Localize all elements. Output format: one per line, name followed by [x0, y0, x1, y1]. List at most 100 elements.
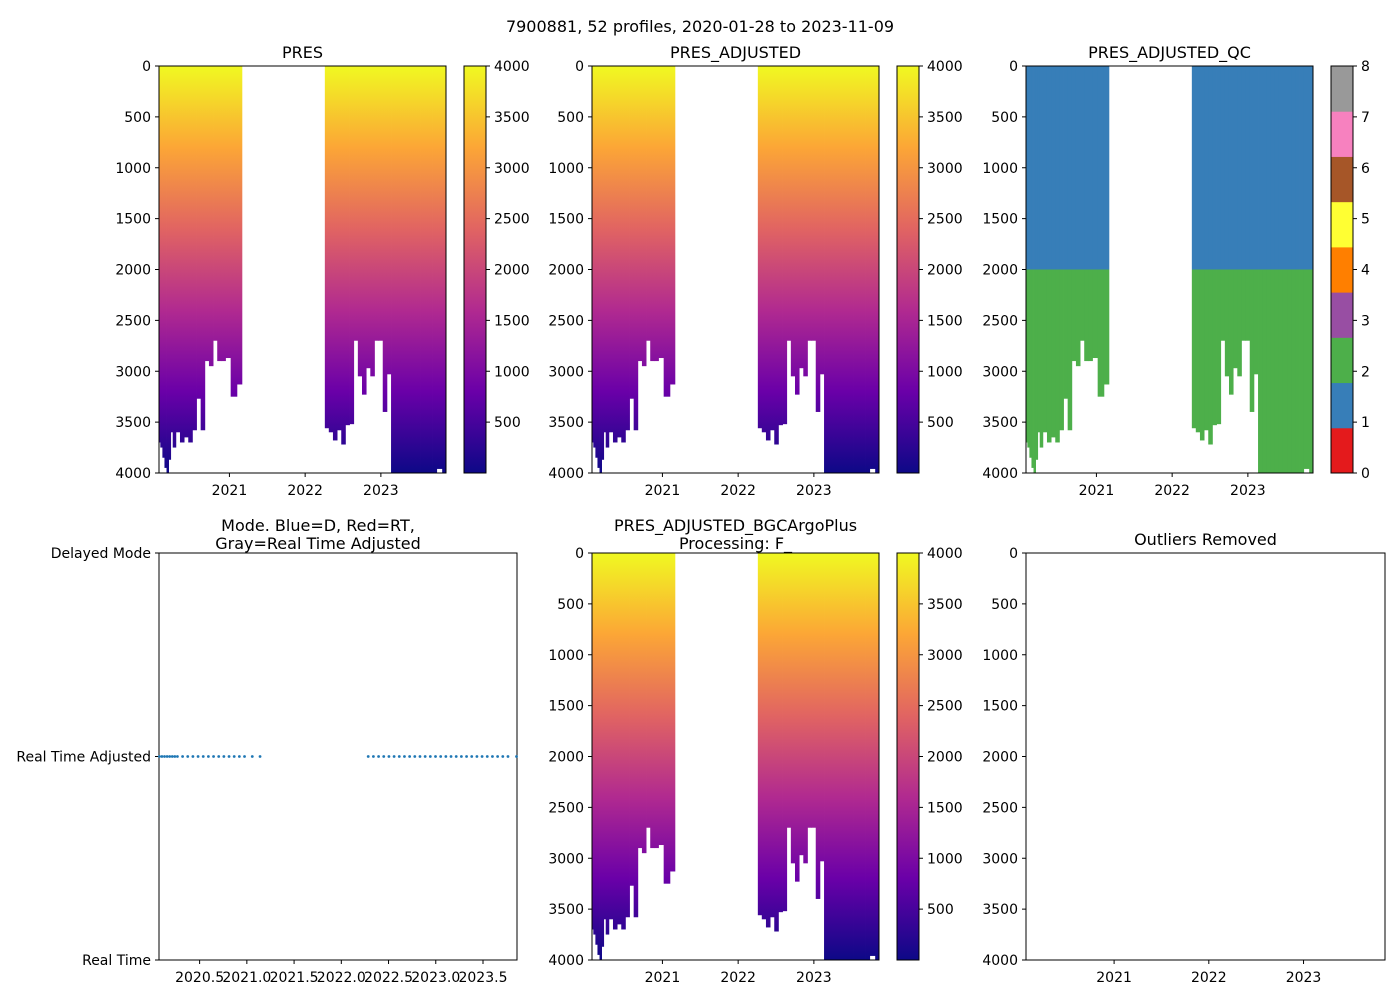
profile-column: [848, 66, 854, 473]
profile-column: [432, 66, 438, 473]
profile-column: [836, 66, 842, 473]
profile-column: [832, 553, 837, 960]
y-tick-label: 3000: [115, 364, 151, 380]
profile-qc-column: [1097, 66, 1105, 270]
profile-column: [345, 66, 350, 426]
profile-column: [597, 66, 600, 468]
profile-column: [625, 66, 630, 431]
mode-point: [485, 755, 489, 758]
profile-column: [778, 66, 783, 426]
profile-column: [332, 66, 338, 441]
profile-qc-column: [1037, 269, 1041, 433]
profile-column: [654, 553, 659, 849]
mode-point: [480, 755, 484, 758]
profile-qc-column: [1228, 269, 1234, 395]
profile-qc-column: [1309, 66, 1314, 270]
profile-qc-column: [1092, 269, 1099, 359]
profile-column: [353, 66, 359, 341]
profile-column: [815, 66, 821, 412]
colorbar-tick-label: 500: [927, 415, 954, 431]
y-tick-label: 3500: [548, 902, 584, 918]
profile-column: [654, 66, 659, 362]
colorbar-tick-label: 3500: [927, 597, 963, 613]
mode-point: [237, 755, 241, 758]
profile-qc-column: [1035, 269, 1039, 460]
profile-column: [646, 66, 651, 341]
qc-colorbar-segment: [1331, 246, 1353, 293]
profile-qc-column: [1278, 269, 1284, 473]
profile-qc-column: [1204, 66, 1209, 270]
profile-column: [669, 66, 676, 385]
mode-point: [387, 755, 391, 758]
x-tick-label: 2021: [1096, 970, 1132, 986]
profile-column: [599, 66, 602, 473]
x-tick-label: 2023.0: [411, 970, 460, 986]
profile-qc-column: [1195, 66, 1201, 270]
colorbar-tick-label: 8: [1361, 59, 1370, 75]
profile-column: [592, 553, 594, 930]
profile-column: [629, 553, 635, 886]
profile-column: [370, 66, 375, 377]
profile-column: [168, 66, 172, 460]
colorbar-tick-label: 4000: [927, 59, 963, 75]
mode-point: [454, 755, 458, 758]
profile-column: [857, 66, 862, 473]
profile-qc-column: [1241, 269, 1246, 341]
y-tick-label: 3000: [982, 851, 1018, 867]
y-tick-label: 1000: [115, 161, 151, 177]
profile-column: [599, 553, 602, 960]
profile-column: [374, 66, 379, 341]
profile-qc-column: [1195, 269, 1201, 433]
x-tick-label: 2023: [1286, 970, 1322, 986]
profile-column: [213, 66, 218, 341]
profile-qc-column: [1037, 66, 1041, 270]
profile-column: [844, 66, 850, 473]
profile-column: [811, 66, 817, 341]
profile-qc-column: [1287, 269, 1292, 473]
profile-column: [625, 553, 630, 918]
figure-title: 7900881, 52 profiles, 2020-01-28 to 2023…: [506, 17, 894, 36]
colorbar-tick-label: 2000: [494, 263, 530, 279]
axes-frame: [1025, 552, 1386, 961]
profile-qc-column: [1258, 66, 1263, 270]
y-tick-label: 500: [557, 597, 584, 613]
profile-column: [164, 66, 167, 468]
profile-column: [774, 66, 779, 445]
profile-column: [411, 66, 417, 473]
colorbar-tick-label: 3500: [494, 110, 530, 126]
y-tick-label: 4000: [548, 466, 584, 482]
profile-column: [341, 66, 346, 445]
y-tick-label: 0: [1009, 546, 1018, 562]
colorbar-tick-label: 2: [1361, 364, 1370, 380]
profile-qc-column: [1033, 269, 1036, 473]
colorbar-tick-label: 1000: [494, 364, 530, 380]
profile-column: [786, 66, 792, 341]
profile-qc-column: [1031, 269, 1034, 468]
mode-point: [506, 755, 510, 758]
y-tick-label: 2500: [548, 800, 584, 816]
profile-column: [179, 66, 185, 443]
mode-point: [423, 755, 427, 758]
profile-column: [603, 66, 607, 433]
profile-column: [824, 553, 829, 960]
profile-qc-column: [1029, 66, 1032, 270]
x-tick-label: 2022: [1191, 970, 1227, 986]
profile-column: [436, 66, 443, 469]
mode-point: [165, 755, 169, 758]
mode-point: [250, 755, 254, 758]
colorbar-tick-label: 2500: [927, 212, 963, 228]
profile-qc-column: [1309, 269, 1314, 473]
profile-column: [853, 553, 858, 960]
profile-qc-column: [1270, 269, 1276, 473]
profile-column: [646, 553, 651, 828]
mode-point: [408, 755, 412, 758]
profile-column: [633, 66, 639, 431]
profile-column: [236, 66, 243, 385]
mode-point: [444, 755, 448, 758]
colorbar-tick-label: 3000: [494, 161, 530, 177]
colorbar-tick-label: 2500: [927, 699, 963, 715]
profile-column: [357, 66, 363, 377]
profile-column: [832, 66, 837, 473]
y-tick-label: 500: [991, 597, 1018, 613]
profile-qc-column: [1262, 269, 1267, 473]
